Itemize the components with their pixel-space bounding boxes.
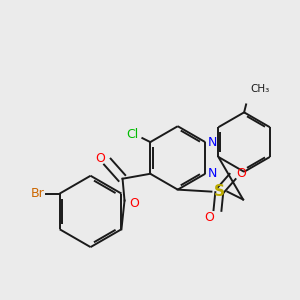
Text: S: S: [214, 184, 225, 199]
Text: O: O: [236, 167, 246, 180]
Text: Br: Br: [31, 187, 45, 200]
Text: O: O: [95, 152, 105, 165]
Text: N: N: [207, 136, 217, 148]
Text: CH₃: CH₃: [250, 84, 270, 94]
Text: N: N: [207, 167, 217, 180]
Text: Cl: Cl: [126, 128, 139, 141]
Text: O: O: [205, 211, 214, 224]
Text: O: O: [130, 197, 140, 210]
